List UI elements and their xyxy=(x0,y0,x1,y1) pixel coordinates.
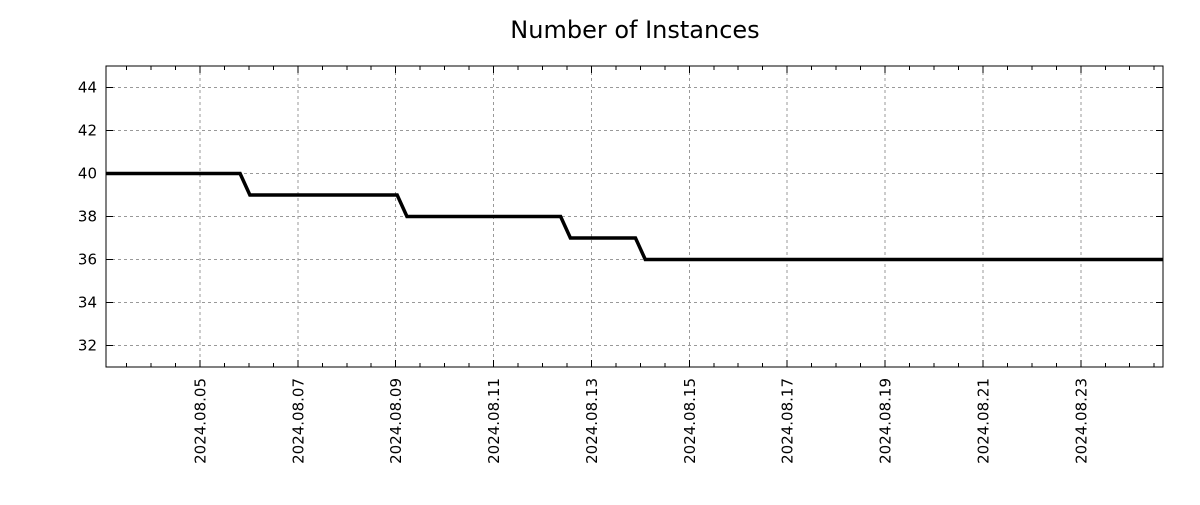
y-tick-label: 34 xyxy=(78,294,97,312)
x-tick-label: 2024.08.17 xyxy=(779,378,797,464)
y-tick-label: 42 xyxy=(78,122,97,140)
x-tick-label: 2024.08.23 xyxy=(1072,378,1090,464)
x-tick-label: 2024.08.13 xyxy=(583,378,601,464)
tick-layer xyxy=(106,66,1163,367)
x-tick-label: 2024.08.15 xyxy=(681,378,699,464)
x-tick-label: 2024.08.21 xyxy=(974,378,992,464)
x-tick-label: 2024.08.07 xyxy=(289,378,307,464)
chart-title: Number of Instances xyxy=(510,16,759,44)
data-line-instances xyxy=(106,171,1163,262)
tick-label-layer: 2024.08.05 2024.08.07 2024.08.09 2024.08.11… xyxy=(78,79,1090,464)
y-tick-label: 36 xyxy=(78,251,97,269)
grid-layer xyxy=(106,66,1163,367)
y-tick-label: 44 xyxy=(78,79,97,97)
x-tick-label: 2024.08.05 xyxy=(191,378,209,464)
y-tick-label: 40 xyxy=(78,165,97,183)
data-series-layer xyxy=(106,171,1163,262)
y-tick-label: 38 xyxy=(78,208,97,226)
y-tick-label: 32 xyxy=(78,337,97,355)
x-tick-label: 2024.08.19 xyxy=(877,378,895,464)
x-tick-label: 2024.08.09 xyxy=(387,378,405,464)
x-tick-label: 2024.08.11 xyxy=(485,378,503,464)
